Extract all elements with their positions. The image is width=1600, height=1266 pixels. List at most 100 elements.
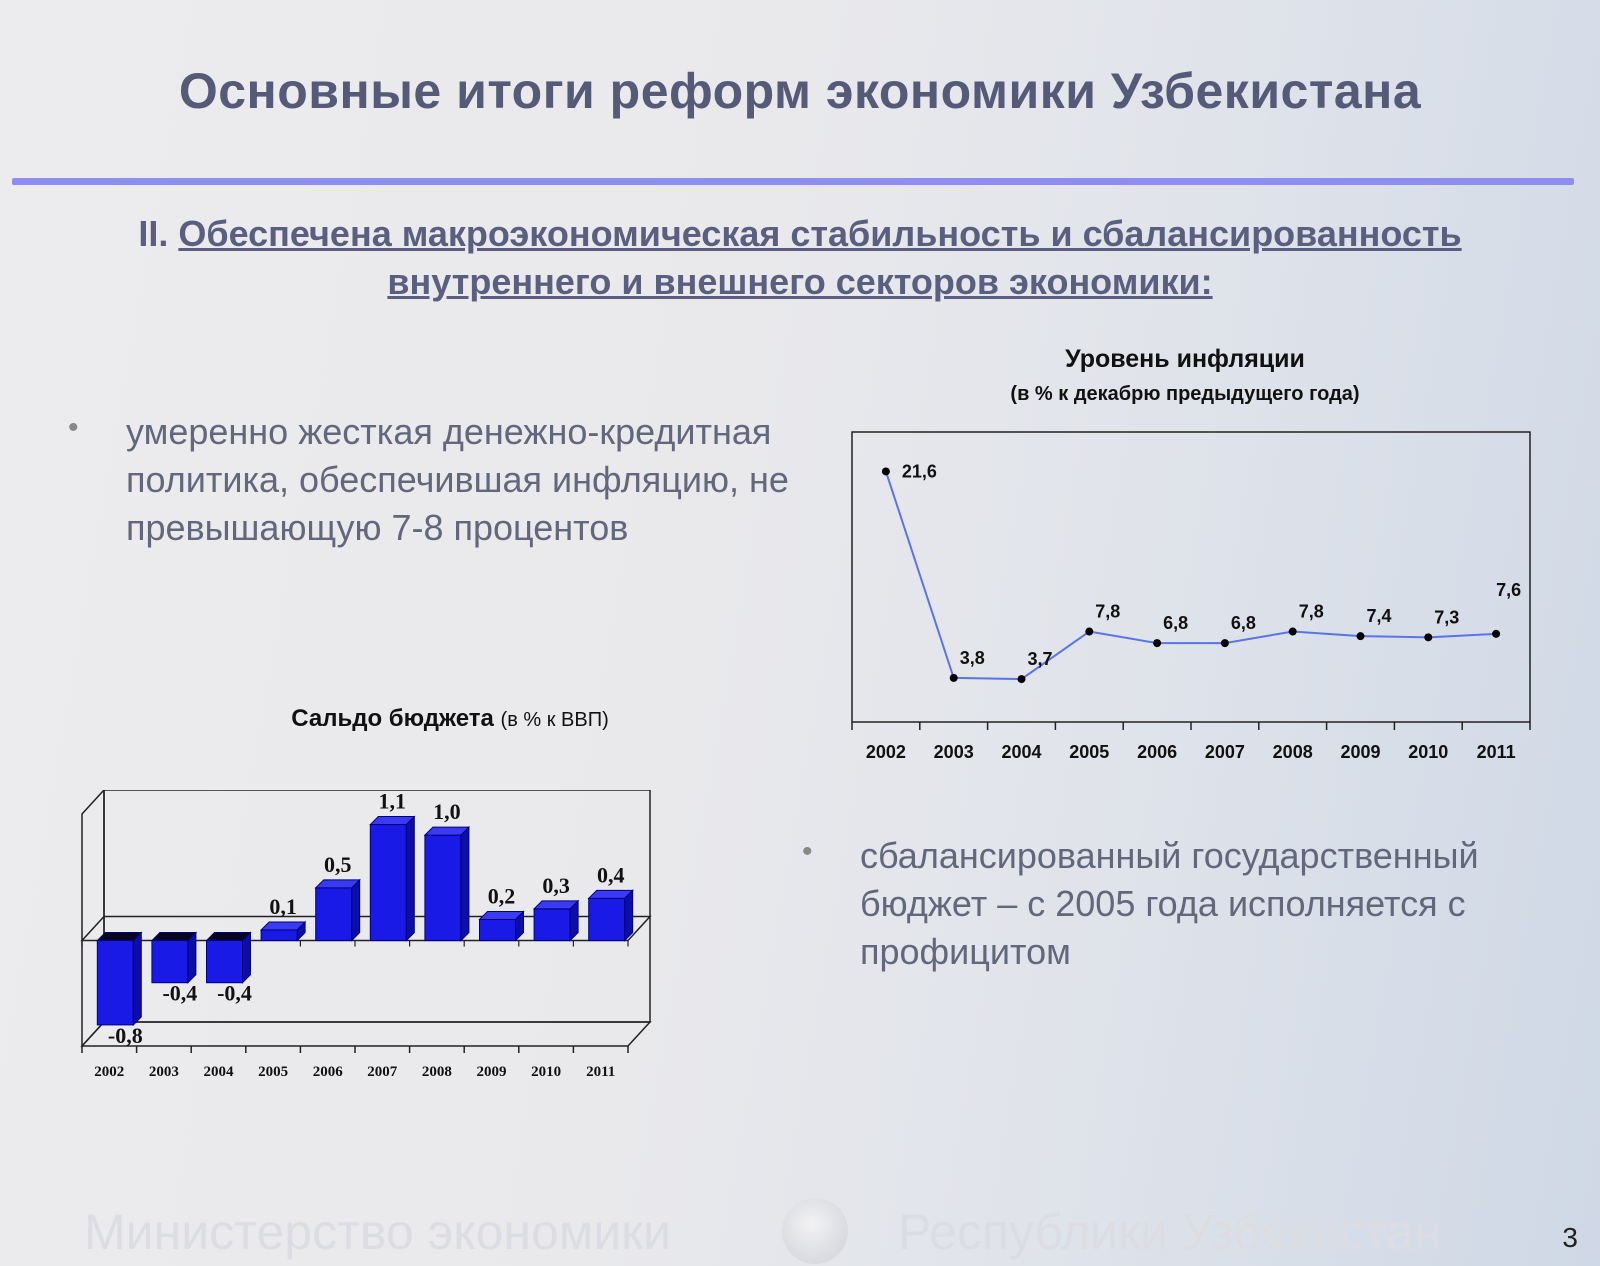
bar-top <box>259 921 307 931</box>
budget-bar <box>150 931 198 984</box>
x-tick-label: 2009 <box>1340 742 1380 760</box>
x-tick-label: 2009 <box>477 1064 507 1080</box>
inflation-data-label: 7,8 <box>1095 602 1120 622</box>
bar-front <box>424 834 462 942</box>
budget-data-label: -0,4 <box>162 981 197 1006</box>
bullet-dot-icon: • <box>802 835 813 868</box>
bar-front <box>479 918 516 942</box>
inflation-data-label: 6,8 <box>1163 613 1188 633</box>
budget-chart-title-unit: (в % к ВВП) <box>500 709 609 731</box>
inflation-data-label: 7,3 <box>1434 607 1459 627</box>
inflation-data-label: 7,4 <box>1367 606 1392 626</box>
x-tick-label: 2010 <box>1408 742 1448 760</box>
inflation-point <box>1356 632 1365 641</box>
x-tick-label: 2004 <box>1001 742 1041 760</box>
budget-bar <box>587 889 634 942</box>
bar-front <box>260 929 298 942</box>
bar-top <box>150 932 198 942</box>
bullet-budget: • сбалансированный государственный бюдже… <box>802 832 1580 976</box>
page-number: 3 <box>1562 1222 1578 1253</box>
budget-bar <box>96 931 143 1027</box>
budget-bar <box>369 815 416 942</box>
inflation-chart-subtitle: (в % к декабрю предыдущего года) <box>1010 383 1360 405</box>
x-tick-label: 2005 <box>1069 742 1109 760</box>
inflation-point <box>1492 629 1501 638</box>
budget-data-label: -0,4 <box>217 981 252 1006</box>
x-tick-label: 2002 <box>94 1064 124 1080</box>
state-emblem-icon <box>782 1198 848 1264</box>
inflation-point <box>1085 627 1094 636</box>
x-tick-label: 2010 <box>531 1064 561 1080</box>
budget-data-label: 1,0 <box>433 799 461 824</box>
bar-top <box>314 879 361 889</box>
bar-front <box>206 940 243 984</box>
budget-bar <box>259 920 307 942</box>
inflation-data-label: 3,7 <box>1028 649 1053 669</box>
slide-title: Основные итоги реформ экономики Узбекист… <box>178 63 1422 119</box>
bar-top <box>587 889 634 899</box>
x-tick-label: 2008 <box>1273 742 1313 760</box>
inflation-data-label: 7,6 <box>1496 580 1521 600</box>
bar-top <box>532 900 580 910</box>
budget-data-label: 0,5 <box>324 852 352 877</box>
bar-side <box>351 878 361 942</box>
x-tick-label: 2006 <box>313 1064 344 1080</box>
floor <box>80 1021 652 1047</box>
inflation-point <box>1153 639 1162 648</box>
subtitle-prefix: II. <box>138 213 179 254</box>
title-divider <box>12 178 1574 185</box>
x-tick-label: 2006 <box>1137 742 1177 760</box>
x-tick-label: 2007 <box>1205 742 1245 760</box>
bar-top <box>423 826 471 836</box>
budget-chart-title-main: Сальдо бюджета <box>291 705 494 732</box>
x-tick-label: 2003 <box>149 1064 179 1080</box>
x-tick-label: 2008 <box>422 1064 452 1080</box>
budget-bar <box>478 910 525 942</box>
bullet-text: умеренно жесткая денежно-кредитная полит… <box>126 411 789 548</box>
section-subtitle: II. Обеспечена макроэкономическая стабил… <box>40 210 1560 306</box>
inflation-point <box>1017 675 1026 684</box>
budget-bar <box>314 878 361 942</box>
bullet-text: сбалансированный государственный бюджет … <box>860 835 1479 972</box>
bar-side <box>187 931 197 984</box>
budget-bar <box>423 825 471 942</box>
budget-data-label: 0,4 <box>597 862 625 887</box>
inflation-line-chart: 21,6 3,8 3,7 7,8 6,8 6,8 7,8 7,4 7,3 7,6 2002 2003 2… <box>851 431 1531 760</box>
bar-front <box>369 824 407 942</box>
x-tick-label: 2002 <box>866 742 906 760</box>
bar-top <box>96 932 143 942</box>
inflation-data-label: 7,8 <box>1299 602 1324 622</box>
bullet-monetary-policy: • умеренно жесткая денежно-кредитная пол… <box>68 408 826 552</box>
bar-front <box>96 940 134 1026</box>
inflation-point <box>881 467 890 476</box>
bar-top <box>205 932 252 942</box>
bullet-dot-icon: • <box>68 411 79 444</box>
inflation-data-label: 21,6 <box>902 461 937 481</box>
budget-data-label: -0,8 <box>108 1023 143 1048</box>
x-tick-label: 2007 <box>367 1064 398 1080</box>
inflation-data-label: 3,8 <box>960 648 985 668</box>
budget-bar <box>205 931 252 984</box>
bar-top <box>478 910 525 920</box>
x-tick-label: 2011 <box>1477 742 1516 760</box>
footer-republic: Республики Узбекистан <box>898 1204 1442 1260</box>
x-tick-label: 2011 <box>586 1064 615 1080</box>
inflation-series-line <box>884 471 1497 681</box>
inflation-point <box>949 673 958 682</box>
footer-ministry: Министерство экономики <box>84 1204 671 1260</box>
bar-front <box>315 887 353 942</box>
inflation-point <box>1220 639 1229 648</box>
budget-balance-bar-chart: -0,8 -0,4 -0,4 0,1 0,5 1,1 1,0 0,2 0,3 0,4 2002 200… <box>80 790 652 1080</box>
bar-side <box>242 931 251 984</box>
bar-side <box>624 889 634 942</box>
bar-top <box>369 816 416 826</box>
x-tick-label: 2005 <box>258 1064 288 1080</box>
budget-data-label: 0,2 <box>488 883 516 908</box>
inflation-point <box>1424 633 1433 642</box>
budget-data-label: 1,1 <box>379 790 407 814</box>
budget-bar <box>532 899 580 942</box>
subtitle-line-2: внутреннего и внешнего секторов экономик… <box>387 261 1213 302</box>
bar-front <box>533 908 571 942</box>
bar-side <box>132 931 142 1027</box>
bar-side <box>405 815 415 942</box>
